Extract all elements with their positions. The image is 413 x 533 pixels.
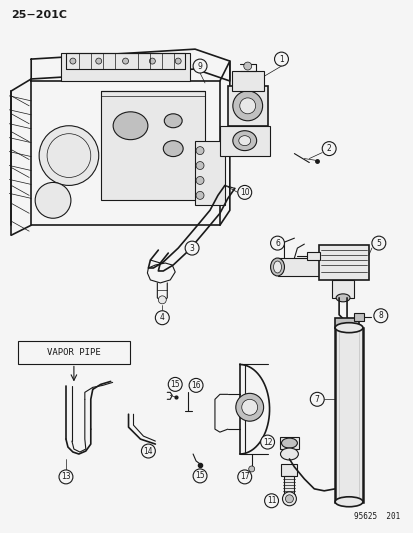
Circle shape <box>285 495 293 503</box>
Text: 4: 4 <box>159 313 164 322</box>
Circle shape <box>241 399 257 415</box>
Circle shape <box>232 91 262 121</box>
Text: 1: 1 <box>278 54 283 63</box>
Text: 15: 15 <box>170 380 180 389</box>
Circle shape <box>122 58 128 64</box>
Text: 7: 7 <box>314 395 319 404</box>
Bar <box>318 245 368 280</box>
Circle shape <box>47 134 90 177</box>
Circle shape <box>70 58 76 64</box>
Text: 11: 11 <box>266 496 275 505</box>
Circle shape <box>270 236 284 250</box>
Ellipse shape <box>238 136 250 146</box>
Text: 13: 13 <box>61 472 71 481</box>
Text: 8: 8 <box>377 311 382 320</box>
Bar <box>277 258 336 276</box>
Circle shape <box>155 311 169 325</box>
Text: 3: 3 <box>189 244 194 253</box>
Circle shape <box>282 492 296 506</box>
Circle shape <box>237 185 251 199</box>
Text: 2: 2 <box>326 144 331 153</box>
Bar <box>279 437 299 449</box>
Circle shape <box>158 296 166 304</box>
Circle shape <box>243 62 251 70</box>
Text: VAPOR PIPE: VAPOR PIPE <box>47 348 100 357</box>
Bar <box>227 86 267 126</box>
Bar <box>281 464 297 476</box>
Ellipse shape <box>335 322 362 333</box>
Text: 16: 16 <box>191 381 200 390</box>
Circle shape <box>373 309 387 322</box>
Circle shape <box>248 466 254 472</box>
Circle shape <box>196 161 204 169</box>
Text: 10: 10 <box>240 188 249 197</box>
Text: 6: 6 <box>274 239 279 248</box>
Circle shape <box>39 126 98 185</box>
Bar <box>306 252 320 260</box>
Ellipse shape <box>270 258 284 276</box>
Text: 14: 14 <box>143 447 153 456</box>
Circle shape <box>192 59 206 73</box>
Circle shape <box>264 494 278 508</box>
Ellipse shape <box>280 448 298 460</box>
Circle shape <box>237 470 251 484</box>
Circle shape <box>95 58 102 64</box>
Bar <box>335 318 358 328</box>
Ellipse shape <box>281 438 297 448</box>
Circle shape <box>274 52 288 66</box>
Circle shape <box>189 378 202 392</box>
Bar <box>284 476 294 498</box>
Circle shape <box>196 176 204 184</box>
Circle shape <box>196 191 204 199</box>
Ellipse shape <box>113 112 147 140</box>
Bar <box>219 126 269 156</box>
Circle shape <box>141 444 155 458</box>
Circle shape <box>149 58 155 64</box>
Ellipse shape <box>232 131 256 151</box>
Circle shape <box>35 182 71 218</box>
Ellipse shape <box>163 141 183 157</box>
Text: 9: 9 <box>197 61 202 70</box>
Circle shape <box>192 469 206 483</box>
Circle shape <box>196 147 204 155</box>
Circle shape <box>371 236 385 250</box>
Circle shape <box>310 392 323 406</box>
Text: 5: 5 <box>375 239 380 248</box>
Circle shape <box>175 58 181 64</box>
Circle shape <box>260 435 274 449</box>
Ellipse shape <box>164 114 182 128</box>
Circle shape <box>235 393 263 421</box>
Circle shape <box>59 470 73 484</box>
Text: 15: 15 <box>195 471 204 480</box>
Text: 17: 17 <box>240 472 249 481</box>
Circle shape <box>321 142 335 156</box>
Circle shape <box>168 377 182 391</box>
Bar <box>231 71 263 91</box>
Bar <box>353 313 363 321</box>
Bar <box>100 91 204 200</box>
Circle shape <box>239 98 255 114</box>
Text: 95625  201: 95625 201 <box>354 512 400 521</box>
Text: 25−201C: 25−201C <box>11 10 67 20</box>
Bar <box>195 141 224 205</box>
Bar <box>335 328 362 502</box>
Circle shape <box>185 241 199 255</box>
Ellipse shape <box>335 294 349 302</box>
Bar <box>331 280 353 298</box>
Ellipse shape <box>273 261 281 273</box>
Ellipse shape <box>335 497 362 507</box>
Bar <box>61 53 190 81</box>
Text: 12: 12 <box>262 438 272 447</box>
